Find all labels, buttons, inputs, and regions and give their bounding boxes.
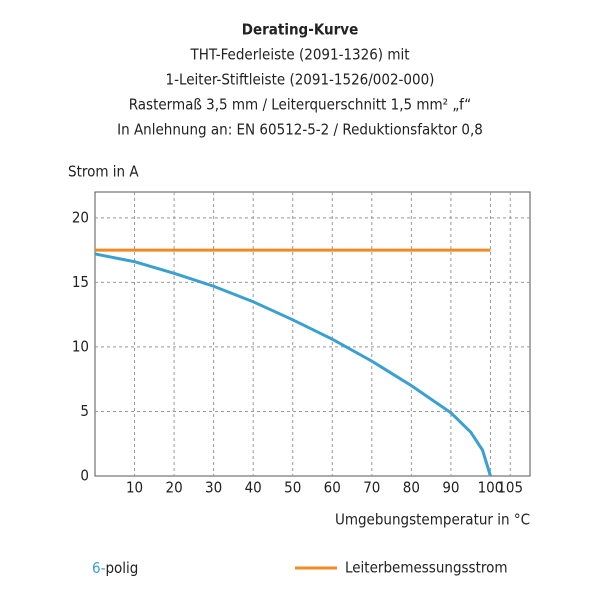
x-tick-label: 105 xyxy=(497,479,523,497)
x-tick-label: 90 xyxy=(442,479,459,497)
legend-label: 6-polig xyxy=(92,559,138,577)
x-tick-label: 30 xyxy=(205,479,222,497)
x-tick-label: 10 xyxy=(126,479,143,497)
y-tick-label: 0 xyxy=(80,467,89,485)
plot-area xyxy=(94,191,531,477)
chart-title: Derating-Kurve xyxy=(242,21,358,39)
legend-label-part: polig xyxy=(105,559,138,577)
subtitle: THT-Federleiste (2091-1326) mit xyxy=(189,46,409,64)
y-tick-label: 15 xyxy=(72,273,89,291)
legend-label-part: 6- xyxy=(92,559,106,577)
y-tick-label: 20 xyxy=(72,208,89,226)
series-line xyxy=(94,252,492,477)
x-tick-label: 60 xyxy=(324,479,341,497)
y-tick-label: 10 xyxy=(72,337,89,355)
x-axis-label: Umgebungstemperatur in °C xyxy=(335,511,530,529)
x-tick-label: 100 xyxy=(478,479,504,497)
subtitle: In Anlehnung an: EN 60512-5-2 / Reduktio… xyxy=(117,121,483,139)
y-axis-label: Strom in A xyxy=(68,163,139,181)
subtitle: Rastermaß 3,5 mm / Leiterquerschnitt 1,5… xyxy=(129,96,472,114)
subtitle: 1-Leiter-Stiftleiste (2091-1526/002-000) xyxy=(166,71,435,89)
legend-label: Leiterbemessungsstrom xyxy=(345,559,507,577)
y-tick-label: 5 xyxy=(80,402,89,420)
x-tick-label: 20 xyxy=(166,479,183,497)
x-tick-label: 50 xyxy=(284,479,301,497)
x-tick-label: 40 xyxy=(245,479,262,497)
x-tick-label: 80 xyxy=(403,479,420,497)
x-tick-label: 70 xyxy=(363,479,380,497)
